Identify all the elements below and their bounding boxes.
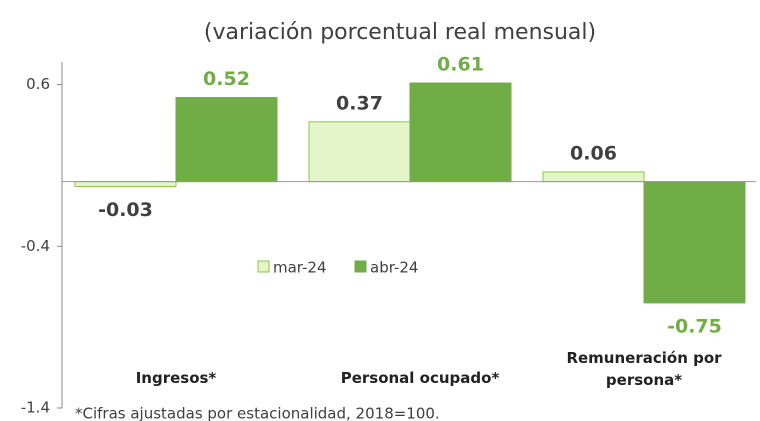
chart-title: (variación porcentual real mensual) [204, 20, 596, 45]
legend-swatch [257, 260, 270, 273]
legend-swatch [354, 260, 367, 273]
bar [542, 171, 645, 183]
x-tick-label: Ingresos* [135, 369, 217, 387]
legend-label: mar-24 [273, 259, 327, 277]
x-tick-label: Personal ocupado* [340, 369, 500, 387]
footnote: *Cifras ajustadas por estacionalidad, 20… [75, 405, 440, 421]
bar [175, 97, 278, 183]
bar [74, 181, 177, 187]
bar [409, 82, 512, 183]
data-label: 0.61 [437, 54, 484, 76]
legend-label: abr-24 [370, 259, 418, 277]
data-label: 0.06 [570, 142, 617, 164]
bar [643, 181, 746, 304]
data-label: -0.75 [667, 315, 722, 337]
y-tick-label: -1.4 [21, 399, 50, 417]
data-label: 0.52 [203, 68, 250, 90]
y-tick-label: -0.4 [21, 237, 50, 255]
data-label: -0.03 [98, 199, 153, 221]
bar [308, 121, 411, 183]
y-tick-label: 0.6 [26, 75, 50, 93]
x-tick-label: Remuneración por persona* [566, 349, 722, 389]
data-label: 0.37 [336, 92, 383, 114]
